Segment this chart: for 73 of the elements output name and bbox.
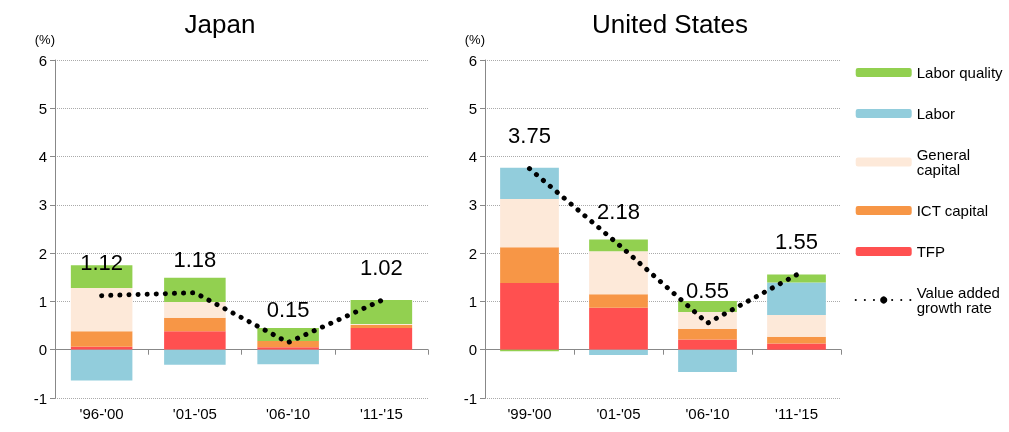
y-axis-title: (%) <box>464 32 485 47</box>
y-tick-label: 6 <box>468 51 477 69</box>
y-tick-label: 2 <box>38 244 47 262</box>
chart-title: United States <box>591 9 749 39</box>
bar <box>164 277 226 302</box>
legend-label: Labor quality <box>916 64 1004 81</box>
y-tick-label: 3 <box>38 196 47 214</box>
bar <box>767 343 826 350</box>
y-tick-label: 5 <box>38 99 47 117</box>
bar <box>589 251 648 295</box>
bar <box>500 167 559 200</box>
data-label: 3.75 <box>508 123 551 149</box>
bar <box>500 199 559 248</box>
legend-label: General capital <box>916 146 975 178</box>
bar <box>678 349 737 372</box>
data-label: 1.02 <box>359 254 403 280</box>
bar <box>589 294 648 308</box>
bar <box>500 247 559 284</box>
legend-label: Value added growth rate <box>916 284 1005 316</box>
x-tick-label: '11-'15 <box>775 405 818 422</box>
bar <box>678 328 737 340</box>
x-tick-label: '06-'10 <box>685 405 730 422</box>
bar <box>678 339 737 350</box>
bar <box>589 307 648 350</box>
bar <box>164 349 226 365</box>
bar <box>164 331 226 350</box>
data-label: 0.15 <box>266 296 310 322</box>
y-tick-label: 4 <box>38 148 47 166</box>
y-tick-label: 1 <box>38 292 47 310</box>
legend-label: Labor <box>916 105 956 122</box>
y-tick-label: 0 <box>468 341 477 359</box>
data-label: 0.55 <box>686 277 729 303</box>
bar <box>257 341 319 348</box>
legend-label: TFP <box>916 243 946 260</box>
y-tick-label: 0 <box>38 341 47 359</box>
bar <box>767 274 826 283</box>
x-tick-label: '99-'00 <box>507 405 552 422</box>
x-tick-label: '96-'00 <box>79 405 124 422</box>
y-tick-label: -1 <box>33 389 47 407</box>
bar <box>257 347 319 350</box>
chart-title: Japan <box>184 9 256 39</box>
bar <box>589 239 648 252</box>
x-tick-label: '01-'05 <box>172 405 217 422</box>
x-tick-label: '11-'15 <box>359 405 403 422</box>
data-label: 1.18 <box>173 247 217 273</box>
y-tick-label: 4 <box>468 148 477 166</box>
bar <box>767 314 826 337</box>
y-tick-label: 1 <box>468 292 477 310</box>
legend-label: ICT capital <box>916 202 989 219</box>
y-tick-label: 6 <box>38 51 47 69</box>
bar <box>589 349 648 356</box>
x-tick-label: '06-'10 <box>266 405 311 422</box>
bar <box>164 317 226 332</box>
bar <box>350 327 413 350</box>
bar <box>350 299 413 325</box>
bar <box>70 287 133 332</box>
bar <box>70 331 133 347</box>
data-label: 2.18 <box>597 198 640 224</box>
y-tick-label: 2 <box>468 244 477 262</box>
x-tick-label: '01-'05 <box>596 405 641 422</box>
data-label: 1.55 <box>775 229 818 255</box>
bar <box>257 349 319 365</box>
bar <box>70 349 133 381</box>
y-axis-title: (%) <box>34 32 55 47</box>
y-tick-label: 3 <box>468 196 477 214</box>
bar <box>678 312 737 329</box>
y-tick-label: 5 <box>468 99 477 117</box>
bar <box>678 300 737 313</box>
y-tick-label: -1 <box>463 389 477 407</box>
bar <box>767 282 826 315</box>
bar <box>164 301 226 318</box>
bar <box>500 283 559 350</box>
bar <box>70 346 133 350</box>
